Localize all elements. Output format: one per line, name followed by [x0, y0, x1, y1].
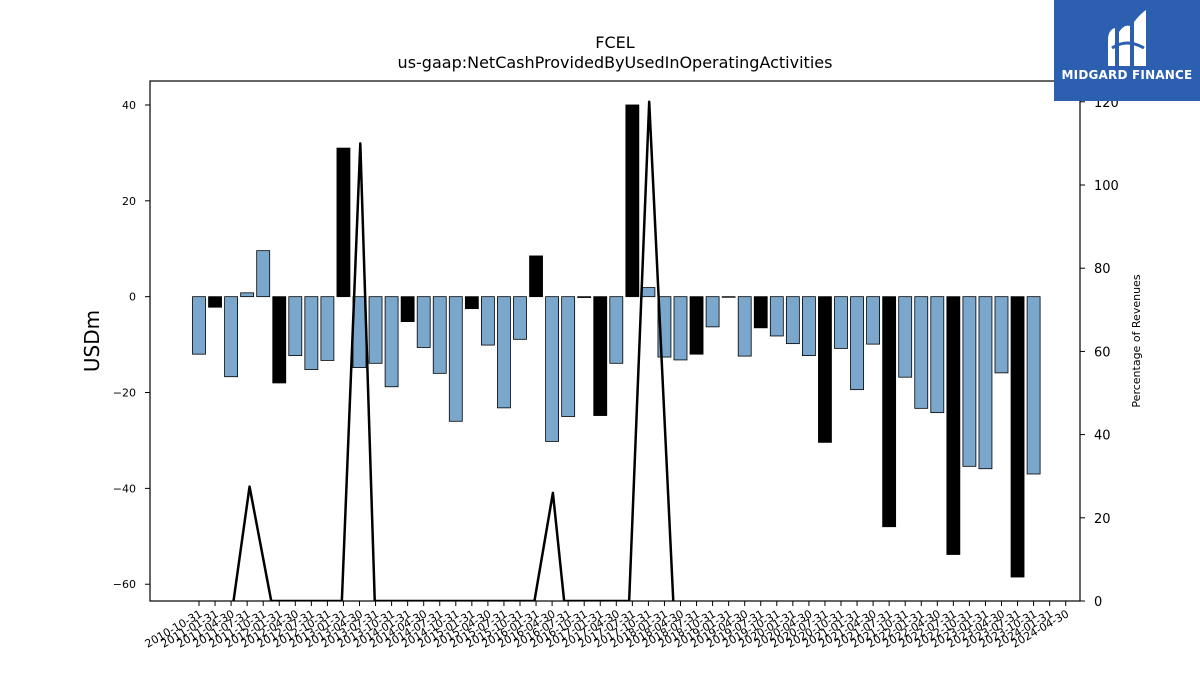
bar: [994, 296, 1009, 374]
bar: [529, 255, 543, 298]
y2-tick-label: 20: [1094, 512, 1111, 527]
bar: [208, 296, 222, 308]
plot-frame: [149, 80, 1081, 602]
bar: [978, 296, 993, 470]
bar: [850, 296, 864, 391]
bar: [513, 296, 527, 340]
bar: [432, 296, 447, 374]
brand-logo-icon: [1108, 10, 1146, 67]
bar: [1010, 296, 1025, 578]
bar: [545, 296, 559, 442]
y-tick-label: 40: [122, 99, 136, 112]
line-series: [232, 100, 675, 601]
bar: [561, 296, 576, 417]
bar: [641, 287, 656, 298]
bar: [946, 296, 961, 555]
brand-logo: MIDGARD FINANCE: [1054, 0, 1200, 101]
bar: [368, 296, 383, 364]
y-tick-label: −20: [113, 387, 136, 400]
bar: [593, 296, 608, 416]
bar: [400, 296, 415, 322]
bar: [625, 104, 640, 298]
y2-axis-label: Percentage of Revenues: [1130, 274, 1143, 407]
bar: [480, 296, 495, 346]
bar: [866, 296, 880, 345]
bar: [577, 296, 592, 299]
bar: [721, 296, 736, 298]
chart-title: FCEL: [595, 33, 634, 52]
y2-tick-label: 80: [1094, 262, 1111, 277]
bar: [705, 296, 720, 328]
bar: [930, 296, 945, 414]
bar: [673, 296, 688, 361]
y2-tick-label: 40: [1094, 429, 1111, 444]
bar: [240, 292, 255, 298]
y2-tick-label: 60: [1094, 345, 1111, 360]
bar: [497, 296, 511, 409]
bar: [256, 250, 271, 298]
bar: [304, 296, 319, 370]
bar: [834, 296, 848, 349]
bar: [464, 296, 479, 310]
y-axis: 40 20 0 −20 −40 −60: [113, 99, 150, 591]
bars-group: [192, 104, 1041, 578]
bar: [802, 296, 816, 357]
bar: [785, 296, 800, 345]
bar: [336, 147, 351, 298]
bar: [609, 296, 624, 364]
y-tick-label: −40: [113, 482, 136, 495]
bar: [882, 296, 897, 528]
bar: [320, 296, 335, 361]
bar: [769, 296, 784, 337]
bar: [224, 296, 239, 378]
bar: [272, 296, 287, 384]
chart-subtitle: us-gaap:NetCashProvidedByUsedInOperating…: [398, 53, 833, 72]
line-group: [232, 100, 675, 601]
bar: [898, 296, 913, 378]
bar: [288, 296, 303, 357]
bar: [962, 296, 977, 467]
bar: [192, 296, 206, 355]
y-axis-label: USDm: [80, 310, 104, 372]
y2-tick-label: 100: [1094, 179, 1119, 194]
bar: [818, 296, 832, 443]
bar: [737, 296, 752, 357]
bar: [689, 296, 704, 355]
bar: [384, 296, 399, 388]
bar: [448, 296, 463, 422]
y2-tick-label: 0: [1094, 595, 1102, 610]
x-axis: 2010-10-312011-01-312011-04-302011-07-31…: [143, 601, 1071, 651]
y-tick-label: 20: [122, 195, 136, 208]
bar: [753, 296, 768, 329]
y-tick-label: −60: [113, 578, 136, 591]
bar: [1026, 296, 1041, 475]
bar: [914, 296, 929, 409]
y-tick-label: 0: [129, 291, 136, 304]
bar: [352, 296, 367, 369]
brand-name: MIDGARD FINANCE: [1061, 68, 1193, 82]
bar: [416, 296, 431, 348]
